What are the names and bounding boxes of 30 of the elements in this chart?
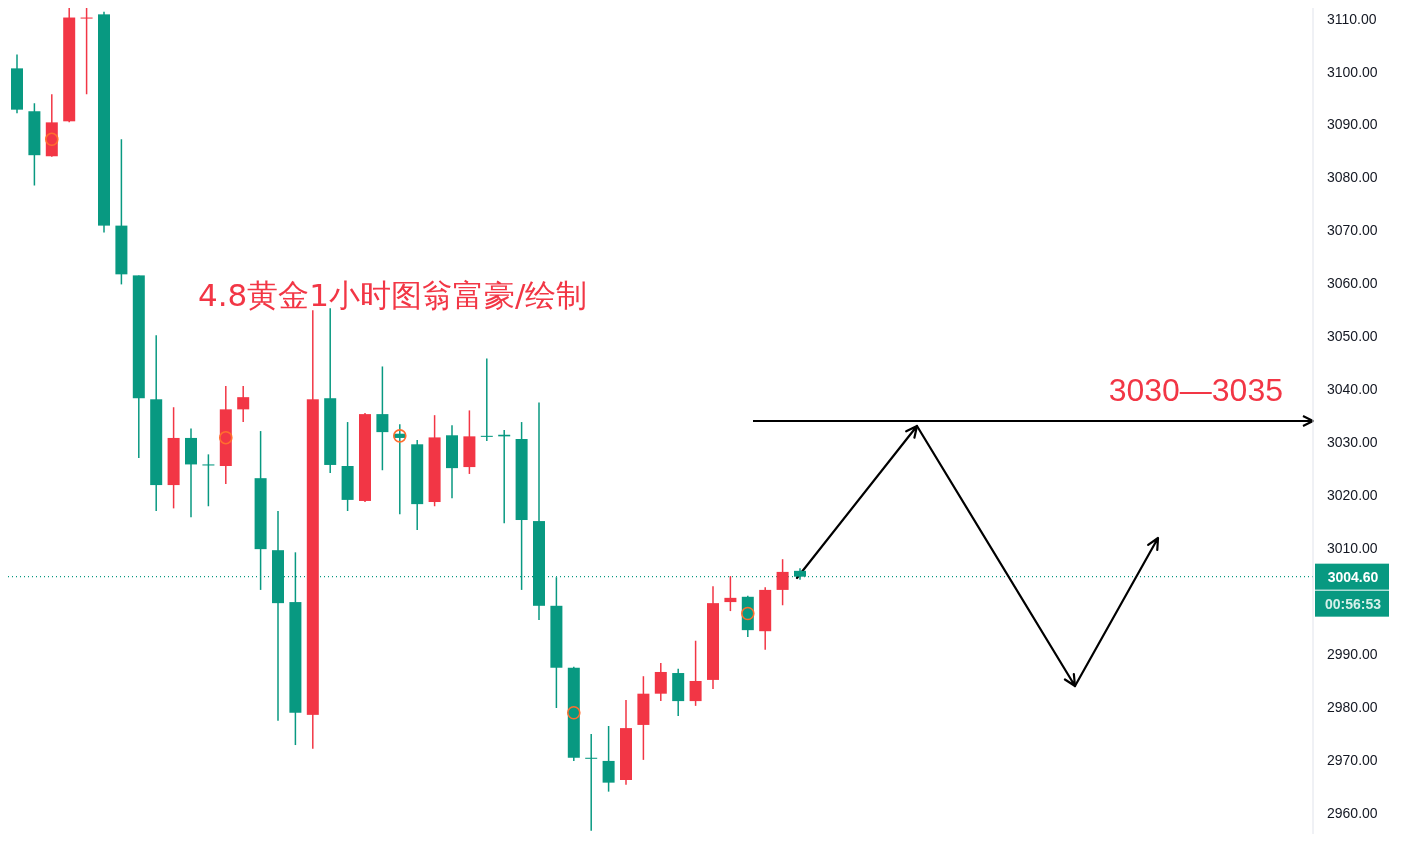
candlestick bbox=[376, 365, 389, 471]
candlestick bbox=[776, 558, 789, 607]
ref-line-label: 3004.60 bbox=[1327, 568, 1379, 585]
y-tick-label: 3060.00 bbox=[1327, 275, 1378, 292]
y-tick-label: 3090.00 bbox=[1327, 116, 1378, 133]
y-tick-label: 3020.00 bbox=[1327, 487, 1378, 504]
y-tick-label: 3080.00 bbox=[1327, 169, 1378, 186]
y-tick-label: 3100.00 bbox=[1327, 63, 1378, 80]
candlestick bbox=[585, 733, 598, 832]
y-tick-label: 2970.00 bbox=[1327, 751, 1378, 768]
candlestick bbox=[80, 8, 93, 96]
candlestick bbox=[237, 385, 250, 423]
candlestick bbox=[480, 357, 493, 442]
y-tick-label: 2960.00 bbox=[1327, 804, 1378, 821]
y-tick-label: 3040.00 bbox=[1327, 381, 1378, 398]
y-tick-label: 3030.00 bbox=[1327, 434, 1378, 451]
candlestick bbox=[689, 639, 702, 707]
y-tick-label: 3110.00 bbox=[1327, 10, 1377, 27]
candlestick bbox=[602, 725, 615, 793]
y-tick-label: 3010.00 bbox=[1327, 540, 1378, 557]
candlestick bbox=[202, 453, 215, 507]
y-tick-label: 3050.00 bbox=[1327, 328, 1378, 345]
candlestick bbox=[724, 575, 737, 612]
candlestick bbox=[654, 662, 667, 702]
y-tick-label: 3070.00 bbox=[1327, 222, 1378, 239]
text: 4.8黄金1小时图翁富豪/绘制 bbox=[198, 277, 588, 313]
y-tick-label: 2980.00 bbox=[1327, 698, 1378, 715]
ref-line-label: 3030—3035 bbox=[1108, 372, 1283, 408]
text: 00:56:53 bbox=[1324, 595, 1382, 612]
y-tick-label: 2990.00 bbox=[1327, 645, 1378, 662]
